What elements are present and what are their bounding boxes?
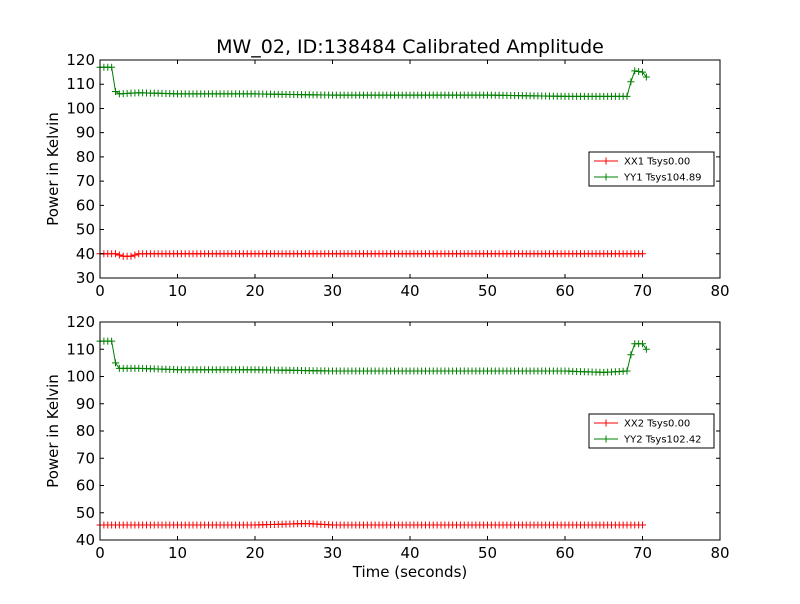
- series-xx-line: [96, 250, 646, 260]
- chart-title: MW_02, ID:138484 Calibrated Amplitude: [216, 36, 604, 58]
- series-markers: [96, 337, 650, 376]
- series-markers: [96, 63, 650, 100]
- y-tick-label: 60: [76, 477, 95, 495]
- y-axis-label: Power in Kelvin: [44, 112, 62, 226]
- data-point: [639, 340, 646, 348]
- data-point: [112, 359, 119, 367]
- series-yy-line: [96, 337, 650, 376]
- top-panel: 0 10 20 30 40 50 60 70 80 30 40 50 60 70 80 90 100 110 120…: [44, 36, 730, 300]
- data-point: [112, 87, 119, 95]
- y-tick-label: 60: [76, 196, 95, 214]
- data-point: [639, 521, 646, 529]
- data-point: [627, 78, 635, 86]
- y-tick-label: 100: [66, 368, 95, 386]
- legend-entry-label: YY2 Tsys102.42: [623, 435, 702, 446]
- data-point: [108, 337, 116, 345]
- data-point: [642, 73, 650, 81]
- y-tick-label: 110: [66, 340, 95, 358]
- data-point: [635, 68, 643, 76]
- series-markers: [96, 250, 646, 260]
- legend-entry-label: XX1 Tsys0.00: [624, 157, 690, 168]
- x-tick-label: 40: [400, 282, 419, 300]
- x-tick-label: 30: [323, 282, 342, 300]
- x-tick-label: 60: [555, 544, 574, 562]
- x-tick-label: 80: [710, 544, 729, 562]
- data-point: [627, 351, 635, 359]
- data-point: [623, 367, 631, 375]
- data-point: [112, 250, 119, 258]
- legend-box: [588, 413, 715, 449]
- bottom-panel: 0 10 20 30 40 50 60 70 80 40 50 60 70 80 90 100 110 120 Po…: [44, 313, 730, 581]
- data-point: [631, 67, 639, 75]
- series-yy-line: [96, 63, 650, 100]
- x-tick-label: 10: [168, 544, 187, 562]
- legend-marker: [602, 157, 610, 165]
- x-axis-label: Time (seconds): [352, 563, 468, 581]
- x-tick-label: 70: [633, 282, 652, 300]
- y-tick-label: 80: [76, 148, 95, 166]
- legend: XX1 Tsys0.00 YY1 Tsys104.89: [588, 151, 715, 187]
- x-tick-label: 0: [95, 282, 105, 300]
- y-tick-label: 30: [76, 269, 95, 287]
- legend-box: [588, 151, 715, 187]
- legend: XX2 Tsys0.00 YY2 Tsys102.42: [588, 413, 715, 449]
- legend-entry-label: XX2 Tsys0.00: [624, 419, 690, 430]
- y-tick-label: 90: [76, 395, 95, 413]
- x-tick-label: 10: [168, 282, 187, 300]
- y-tick-label: 120: [66, 51, 95, 69]
- y-tick-label: 40: [76, 531, 95, 549]
- legend-entry-label: YY1 Tsys104.89: [623, 173, 702, 184]
- series-markers: [96, 520, 646, 529]
- x-tick-label: 70: [633, 544, 652, 562]
- legend-marker: [602, 173, 610, 181]
- data-point: [115, 251, 123, 259]
- y-tick-label: 100: [66, 99, 95, 117]
- x-tick-label: 50: [478, 282, 497, 300]
- y-tick-label: 110: [66, 75, 95, 93]
- data-point: [108, 63, 116, 71]
- x-tick-label: 60: [555, 282, 574, 300]
- x-tick-label: 80: [710, 282, 729, 300]
- y-tick-label: 70: [76, 172, 95, 190]
- data-point: [642, 345, 650, 353]
- y-tick-label: 80: [76, 422, 95, 440]
- x-tick-label: 0: [95, 544, 105, 562]
- x-tick-label: 40: [400, 544, 419, 562]
- y-tick-label: 90: [76, 124, 95, 142]
- y-tick-label: 50: [76, 221, 95, 239]
- data-point: [127, 252, 135, 260]
- y-tick-label: 50: [76, 504, 95, 522]
- legend-marker: [602, 419, 610, 427]
- series-xx-line: [96, 520, 646, 529]
- legend-marker: [602, 435, 610, 443]
- data-point: [623, 92, 631, 100]
- data-point: [131, 251, 139, 259]
- x-tick-label: 20: [245, 544, 264, 562]
- x-tick-label: 50: [478, 544, 497, 562]
- data-point: [639, 250, 646, 258]
- y-axis-label: Power in Kelvin: [44, 374, 62, 488]
- y-tick-label: 40: [76, 245, 95, 263]
- y-tick-label: 70: [76, 449, 95, 467]
- x-tick-label: 20: [245, 282, 264, 300]
- x-tick-label: 30: [323, 544, 342, 562]
- data-point: [639, 68, 646, 76]
- y-tick-label: 120: [66, 313, 95, 331]
